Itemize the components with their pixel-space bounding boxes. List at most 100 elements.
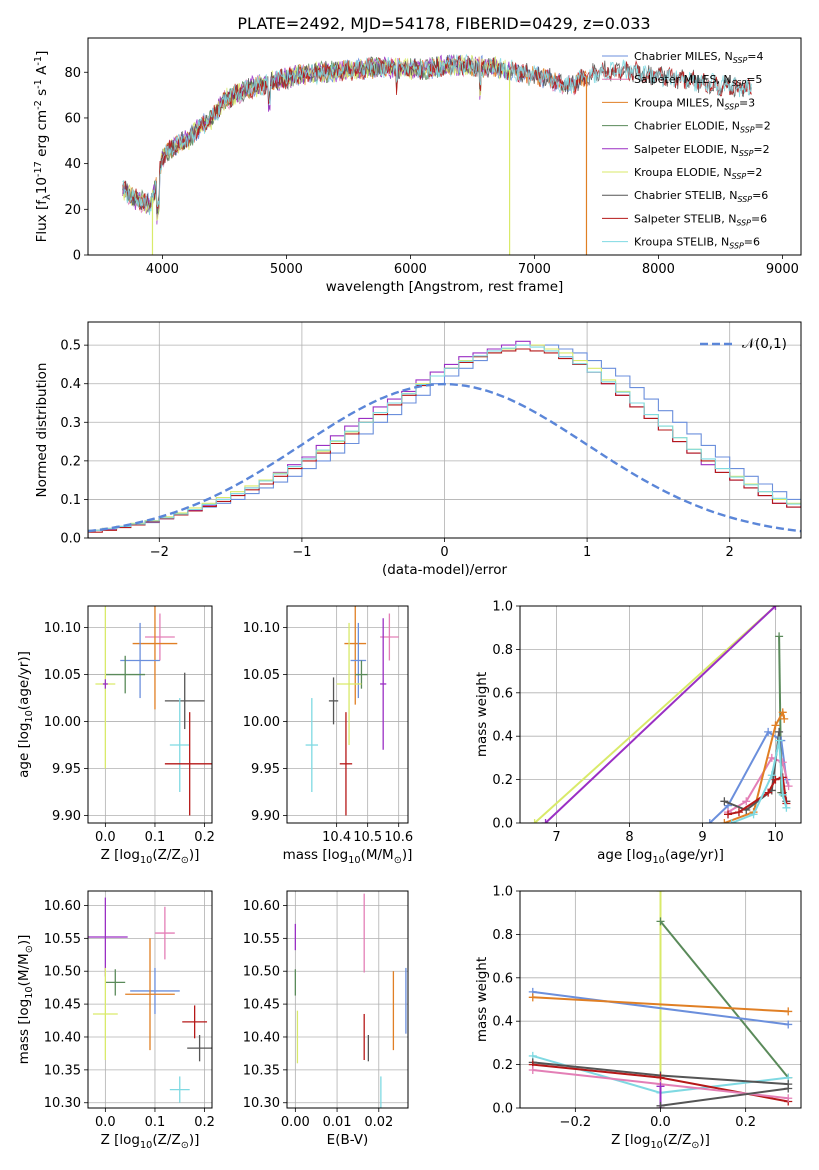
weight-line-chab_stelib: [660, 1087, 789, 1107]
weight-marker-salp_stelib: [771, 775, 780, 784]
x-tick-label: 0.00: [281, 1115, 310, 1130]
legend-entry-chab_elodie: Chabrier ELODIE, NSSP=2: [634, 120, 771, 135]
weight-marker-krou_miles: [720, 819, 729, 823]
weight-marker-krou_stelib: [778, 790, 787, 799]
x-tick-label: 0: [440, 545, 448, 560]
x-tick-label: 0.2: [194, 830, 215, 845]
legend-entry-salp_stelib: Salpeter STELIB, NSSP=6: [634, 212, 767, 227]
y-axis-label: age [log10(age/yr)]: [16, 651, 35, 778]
normal-curve: [88, 382, 801, 533]
x-tick-label: 0.0: [95, 1115, 116, 1130]
histogram-salp_elodie: [88, 340, 801, 538]
axes-frame: [519, 890, 802, 1109]
x-tick-label: 6000: [394, 262, 427, 277]
axes-frame: [87, 890, 213, 1109]
mass_weight_vs_Z-plot-area: [528, 891, 793, 1108]
mass_vs_ebv-panel: 0.00 0.01 0.02 10.30 10.35 10.40 10.45 10.50 10.…: [243, 890, 409, 1148]
x-tick-label: 0.01: [323, 1115, 352, 1130]
x-tick-label: 0.0: [650, 1115, 671, 1130]
weight-marker-krou_miles: [784, 1007, 793, 1016]
weight-marker-salp_miles: [784, 782, 793, 791]
weight-marker-krou_stelib: [749, 810, 758, 819]
weight-line-chab_stelib: [724, 731, 788, 812]
x-tick-label: −1: [292, 545, 311, 560]
y-tick-label: 0.3: [60, 416, 81, 431]
y-tick-label: 80: [64, 66, 81, 81]
mass_weight_vs_age-plot-area: [530, 606, 793, 823]
x-axis-label: wavelength [Angstrom, rest frame]: [326, 279, 564, 295]
y-tick-label: 0.6: [492, 971, 513, 986]
y-tick-label: 20: [64, 203, 81, 218]
y-tick-label: 10.05: [44, 668, 81, 683]
y-tick-label: 10.45: [44, 998, 81, 1013]
x-axis-label: age [log10(age/yr)]: [597, 847, 724, 866]
age_vs_Z-plot-area: [95, 606, 212, 816]
y-axis-label: mass weight: [474, 672, 490, 757]
x-axis-label: Z [log10(Z/Z⊙)]: [101, 847, 200, 866]
weight-marker-salp_stelib: [724, 810, 733, 819]
residuals-plot-area: [88, 340, 801, 538]
weight-marker-krou_stelib: [727, 819, 736, 823]
legend-entry-salp_elodie: Salpeter ELODIE, NSSP=2: [634, 143, 770, 158]
y-tick-label: 0.2: [60, 454, 81, 469]
x-axis-label: (data-model)/error: [382, 562, 508, 578]
y-tick-label: 10.50: [44, 965, 81, 980]
legend-entry-krou_miles: Kroupa MILES, NSSP=3: [634, 96, 755, 111]
y-tick-label: 0.4: [60, 377, 81, 392]
y-tick-label: 10.55: [44, 932, 81, 947]
weight-marker-krou_stelib: [782, 803, 791, 812]
x-tick-label: 0.2: [735, 1115, 756, 1130]
x-tick-label: 0.2: [194, 1115, 215, 1130]
axes-frame: [286, 605, 409, 824]
legend-entry-chab_miles: Chabrier MILES, NSSP=4: [634, 50, 764, 65]
weight-marker-krou_stelib: [775, 736, 784, 745]
y-tick-label: 10.10: [44, 621, 81, 636]
weight-marker-krou_elodie: [530, 819, 539, 823]
weight-marker-krou_elodie: [656, 891, 665, 895]
y-tick-label: 0.8: [492, 928, 513, 943]
y-tick-label: 1.0: [492, 600, 513, 615]
y-tick-label: 10.10: [243, 621, 280, 636]
age_vs_mass-panel: 10.4 10.5 10.6 9.90 9.95 10.00 10.05 10.10 mass …: [243, 605, 413, 866]
x-tick-label: 1: [583, 545, 591, 560]
weight-marker-salp_elodie: [771, 606, 780, 610]
x-tick-label: 8: [625, 830, 633, 845]
mass_weight_vs_Z-panel: −0.2 0.0 0.2 0.0 0.2 0.4 0.6 0.8 1.0 Z [log10(Z/Z…: [474, 885, 802, 1151]
x-tick-label: −0.2: [560, 1115, 592, 1130]
weight-marker-salp_miles: [528, 1066, 537, 1075]
y-tick-label: 10.35: [243, 1063, 280, 1078]
x-tick-label: 8000: [642, 262, 675, 277]
weight-marker-salp_elodie: [541, 819, 550, 823]
weight-marker-chab_stelib: [775, 727, 784, 736]
y-tick-label: 0.2: [492, 1058, 513, 1073]
y-tick-label: 10.40: [44, 1030, 81, 1045]
x-tick-label: 5000: [270, 262, 303, 277]
x-tick-label: 0.0: [95, 830, 116, 845]
legend-entry-salp_miles: Salpeter MILES, NSSP=5: [634, 73, 762, 88]
y-tick-label: 10.60: [243, 899, 280, 914]
y-tick-label: 60: [64, 111, 81, 126]
weight-marker-krou_miles: [528, 993, 537, 1002]
y-tick-label: 10.00: [44, 715, 81, 730]
y-tick-label: 9.90: [52, 809, 81, 824]
x-axis-label: Z [log10(Z/Z⊙)]: [101, 1132, 200, 1151]
weight-line-krou_elodie: [533, 606, 777, 823]
y-tick-label: 10.50: [243, 965, 280, 980]
y-tick-label: 10.40: [243, 1030, 280, 1045]
y-tick-label: 0.6: [492, 686, 513, 701]
y-tick-label: 0.4: [492, 1015, 513, 1030]
y-tick-label: 10.30: [243, 1096, 280, 1111]
y-axis-label: mass weight: [474, 957, 490, 1042]
y-tick-label: 0: [73, 249, 81, 264]
axes-frame: [87, 37, 802, 256]
weight-marker-chab_stelib: [784, 1084, 793, 1093]
weight-marker-chab_elodie: [656, 917, 665, 926]
y-tick-label: 10.35: [44, 1063, 81, 1078]
histogram-krou_stelib: [88, 344, 801, 538]
spectrum-panel: 4000 5000 6000 7000 8000 9000 0 20 40 60 80 wavelen…: [33, 37, 802, 295]
x-tick-label: 9: [698, 830, 706, 845]
y-tick-label: 0.0: [492, 817, 513, 832]
weight-marker-salp_miles: [784, 1094, 793, 1103]
weight-marker-krou_miles: [778, 708, 787, 717]
